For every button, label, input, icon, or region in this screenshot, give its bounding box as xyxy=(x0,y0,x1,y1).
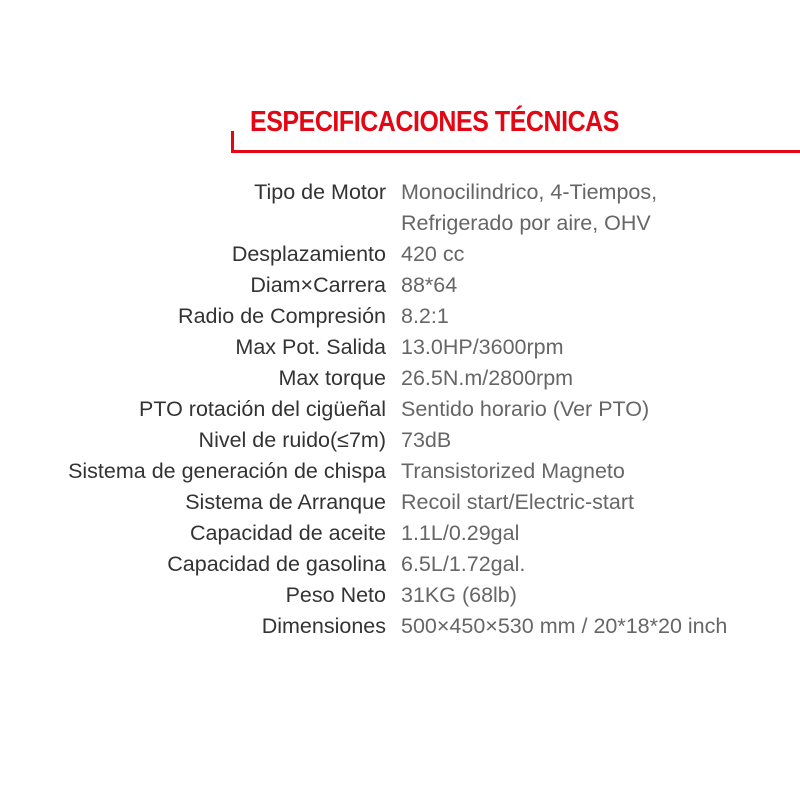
spec-row: Nivel de ruido(≤7m) 73dB xyxy=(0,425,800,456)
spec-value: 1.1L/0.29gal xyxy=(401,521,520,545)
spec-row: Capacidad de aceite 1.1L/0.29gal xyxy=(0,518,800,549)
spec-value: 73dB xyxy=(401,428,452,452)
spec-value: Sentido horario (Ver PTO) xyxy=(401,397,650,421)
spec-value: 31KG (68lb) xyxy=(401,583,517,607)
spec-label: Diam×Carrera xyxy=(250,273,386,297)
spec-value: 500×450×530 mm / 20*18*20 inch xyxy=(401,614,728,638)
spec-value: Recoil start/Electric-start xyxy=(401,490,634,514)
spec-row: Capacidad de gasolina 6.5L/1.72gal. xyxy=(0,549,800,580)
spec-value: 26.5N.m/2800rpm xyxy=(401,366,574,390)
spec-value: Monocilindrico, 4-Tiempos, Refrigerado p… xyxy=(401,180,658,235)
spec-row: Diam×Carrera 88*64 xyxy=(0,270,800,301)
spec-label: Dimensiones xyxy=(261,614,386,638)
spec-label: Max Pot. Salida xyxy=(235,335,386,359)
spec-value: 88*64 xyxy=(401,273,458,297)
spec-label: Desplazamiento xyxy=(231,242,386,266)
spec-label: Nivel de ruido(≤7m) xyxy=(198,428,386,452)
spec-value: 8.2:1 xyxy=(401,304,449,328)
title-rule-vertical xyxy=(231,131,234,153)
spec-row: Sistema de generación de chispa Transisto… xyxy=(0,456,800,487)
spec-value: 6.5L/1.72gal. xyxy=(401,552,526,576)
spec-value: 420 cc xyxy=(401,242,465,266)
spec-row: Max torque 26.5N.m/2800rpm xyxy=(0,363,800,394)
spec-row: Peso Neto 31KG (68lb) xyxy=(0,580,800,611)
spec-row: Desplazamiento 420 cc xyxy=(0,239,800,270)
spec-label: Capacidad de aceite xyxy=(189,521,386,545)
spec-table: Tipo de Motor Monocilindrico, 4-Tiempos, … xyxy=(0,177,800,642)
spec-label: Capacidad de gasolina xyxy=(167,552,386,576)
spec-label: Sistema de Arranque xyxy=(185,490,386,514)
spec-label: Max torque xyxy=(278,366,386,390)
spec-row: Sistema de Arranque Recoil start/Electric… xyxy=(0,487,800,518)
spec-value: Transistorized Magneto xyxy=(401,459,625,483)
spec-label: Peso Neto xyxy=(285,583,386,607)
spec-label: PTO rotación del cigüeñal xyxy=(139,397,386,421)
spec-row: Max Pot. Salida 13.0HP/3600rpm xyxy=(0,332,800,363)
spec-label: Radio de Compresión xyxy=(178,304,386,328)
spec-label: Sistema de generación de chispa xyxy=(68,459,386,483)
spec-row: PTO rotación del cigüeñal Sentido horario… xyxy=(0,394,800,425)
spec-label: Tipo de Motor xyxy=(254,180,386,204)
spec-row: Dimensiones 500×450×530 mm / 20*18*20 inc… xyxy=(0,611,800,642)
section-title: ESPECIFICACIONES TÉCNICAS xyxy=(250,106,619,138)
spec-row: Tipo de Motor Monocilindrico, 4-Tiempos, … xyxy=(0,177,800,239)
title-rule-horizontal xyxy=(231,150,800,153)
spec-row: Radio de Compresión 8.2:1 xyxy=(0,301,800,332)
spec-value: 13.0HP/3600rpm xyxy=(401,335,564,359)
